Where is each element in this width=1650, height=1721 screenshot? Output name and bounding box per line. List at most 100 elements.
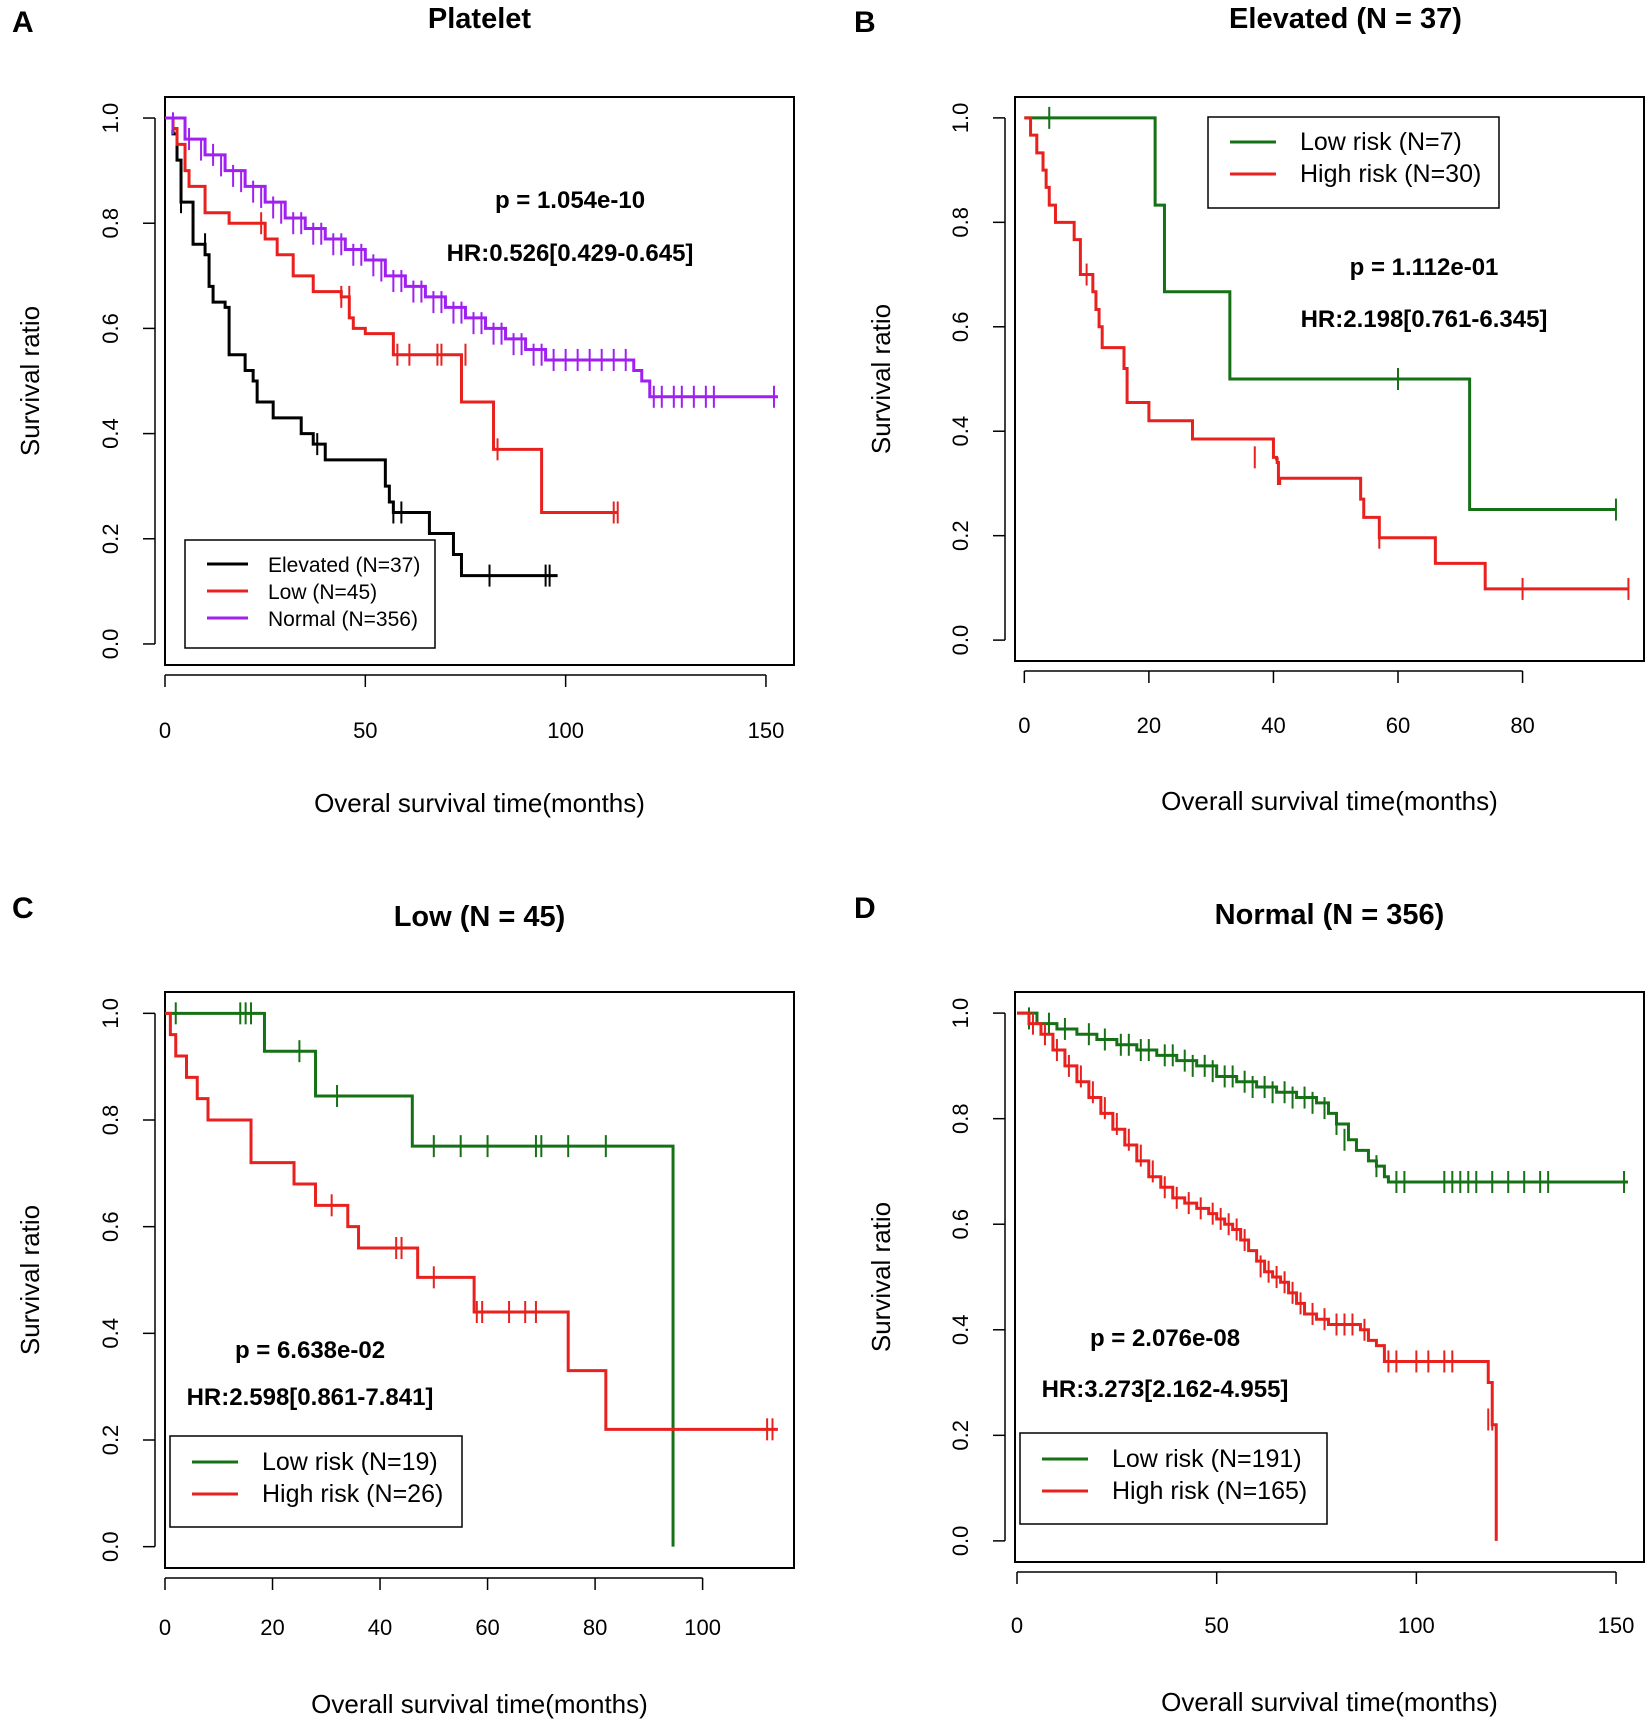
legend-label: Low (N=45) xyxy=(268,581,377,604)
legend-label: Elevated (N=37) xyxy=(268,554,420,577)
plot-frame xyxy=(164,991,795,1569)
y-tick-label: 0.8 xyxy=(98,1105,123,1136)
p-value-text: p = 6.638e-02 xyxy=(235,1337,385,1364)
legend-label: Low risk (N=191) xyxy=(1112,1445,1302,1473)
x-tick-label: 100 xyxy=(684,1615,721,1640)
y-tick-label: 0.4 xyxy=(948,1314,973,1345)
plot-frame xyxy=(164,96,795,666)
chart-title: Low (N = 45) xyxy=(394,901,566,933)
panel-letter: D xyxy=(854,892,876,925)
legend-box xyxy=(1207,116,1500,209)
curves xyxy=(165,1002,778,1547)
legend-box xyxy=(1019,1432,1328,1525)
panel-letter: C xyxy=(12,892,34,925)
x-tick-label: 0 xyxy=(159,1615,171,1640)
x-tick-label: 100 xyxy=(547,718,584,743)
y-axis-title: Survival ratio xyxy=(866,1202,896,1352)
y-tick-label: 0.2 xyxy=(98,1425,123,1456)
x-tick-label: 150 xyxy=(748,718,785,743)
y-axis-title: Survival ratio xyxy=(15,1205,45,1355)
survival-curve-purple xyxy=(165,116,778,399)
x-tick-label: 0 xyxy=(1011,1613,1023,1638)
x-tick-label: 0 xyxy=(159,718,171,743)
plot-frame xyxy=(1014,991,1645,1563)
x-tick-label: 40 xyxy=(368,1615,392,1640)
legend: Low risk (N=191) High risk (N=165) xyxy=(1019,1432,1328,1525)
y-tick-label: 0.0 xyxy=(98,1531,123,1562)
legend-label: Normal (N=356) xyxy=(268,608,418,631)
x-axis-title: Overal survival time(months) xyxy=(314,788,645,818)
x-axis-title: Overall survival time(months) xyxy=(1161,786,1498,816)
x-tick-label: 50 xyxy=(1204,1613,1228,1638)
x-tick-label: 150 xyxy=(1598,1613,1635,1638)
y-tick-label: 0.6 xyxy=(948,311,973,342)
x-tick-label: 50 xyxy=(353,718,377,743)
panel-letter: B xyxy=(854,6,876,39)
survival-curve-red xyxy=(165,1011,778,1431)
x-tick-label: 80 xyxy=(1510,713,1534,738)
y-tick-label: 0.0 xyxy=(948,1526,973,1557)
x-tick-label: 20 xyxy=(1137,713,1161,738)
legend-label: High risk (N=165) xyxy=(1112,1477,1307,1505)
y-tick-label: 1.0 xyxy=(98,998,123,1029)
legend-box xyxy=(169,1435,463,1528)
y-axis-title: Survival ratio xyxy=(15,306,45,456)
legend-label: Low risk (N=7) xyxy=(1300,128,1462,156)
y-tick-label: 1.0 xyxy=(948,103,973,134)
hazard-ratio-text: HR:2.198[0.761-6.345] xyxy=(1301,306,1548,333)
panel-a: A Platelet 0 50 100 150 0.0 0.2 0.4 0.6 0.8 1.0 Over… xyxy=(12,3,795,818)
plot-frame xyxy=(1014,96,1645,662)
y-tick-label: 0.6 xyxy=(98,313,123,344)
y-tick-label: 0.4 xyxy=(948,416,973,447)
y-tick-label: 0.6 xyxy=(98,1211,123,1242)
y-tick-label: 1.0 xyxy=(98,103,123,134)
p-value-text: p = 2.076e-08 xyxy=(1090,1325,1240,1352)
hazard-ratio-text: HR:2.598[0.861-7.841] xyxy=(187,1384,434,1411)
x-tick-label: 60 xyxy=(475,1615,499,1640)
x-tick-label: 20 xyxy=(260,1615,284,1640)
hazard-ratio-text: HR:0.526[0.429-0.645] xyxy=(447,240,694,267)
y-tick-label: 0.8 xyxy=(948,1103,973,1134)
x-tick-label: 0 xyxy=(1018,713,1030,738)
x-tick-label: 40 xyxy=(1261,713,1285,738)
chart-title: Platelet xyxy=(428,3,531,35)
survival-curve-green xyxy=(1024,116,1616,512)
survival-curve-green xyxy=(1017,1011,1629,1184)
y-tick-label: 0.0 xyxy=(98,629,123,660)
panel-d: D Normal (N = 356) 0 50 100 150 0.0 0.2 0.4 0.6 0.… xyxy=(854,892,1645,1717)
y-tick-label: 1.0 xyxy=(948,998,973,1029)
curves xyxy=(165,112,778,587)
y-axis-title: Survival ratio xyxy=(866,304,896,454)
y-tick-label: 0.8 xyxy=(948,207,973,238)
survival-curve-green xyxy=(165,1011,675,1547)
chart-title: Elevated (N = 37) xyxy=(1229,3,1462,35)
hazard-ratio-text: HR:3.273[2.162-4.955] xyxy=(1042,1376,1289,1403)
legend: Elevated (N=37) Low (N=45) Normal (N=356) xyxy=(184,539,436,649)
legend: Low risk (N=19) High risk (N=26) xyxy=(169,1435,463,1528)
legend-label: High risk (N=30) xyxy=(1300,160,1481,188)
survival-curve-red xyxy=(1024,116,1629,591)
y-tick-label: 0.2 xyxy=(948,520,973,551)
chart-title: Normal (N = 356) xyxy=(1215,899,1445,931)
y-tick-label: 0.4 xyxy=(98,418,123,449)
panel-letter: A xyxy=(12,6,34,39)
survival-curve-red xyxy=(165,116,618,514)
p-value-text: p = 1.054e-10 xyxy=(495,187,645,214)
panel-c: C Low (N = 45) 0 20 40 60 80 100 0.0 0.2 0.4 0.6 0.8… xyxy=(12,892,795,1719)
x-axis-title: Overall survival time(months) xyxy=(311,1689,648,1719)
y-tick-label: 0.0 xyxy=(948,625,973,656)
x-tick-label: 100 xyxy=(1398,1613,1435,1638)
y-tick-label: 0.2 xyxy=(98,523,123,554)
x-tick-label: 80 xyxy=(583,1615,607,1640)
x-tick-label: 60 xyxy=(1386,713,1410,738)
legend-label: Low risk (N=19) xyxy=(262,1448,438,1476)
y-tick-label: 0.2 xyxy=(948,1420,973,1451)
y-tick-label: 0.8 xyxy=(98,208,123,239)
p-value-text: p = 1.112e-01 xyxy=(1350,254,1499,281)
curves xyxy=(1024,106,1630,600)
legend-label: High risk (N=26) xyxy=(262,1480,443,1508)
x-axis-title: Overall survival time(months) xyxy=(1161,1687,1498,1717)
y-tick-label: 0.6 xyxy=(948,1209,973,1240)
panel-b: B Elevated (N = 37) 0 20 40 60 80 0.0 0.2 0.4 0.6 0… xyxy=(854,3,1645,816)
